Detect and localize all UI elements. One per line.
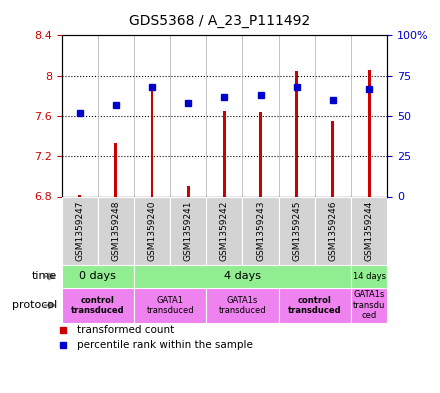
Bar — [242, 196, 279, 265]
Bar — [62, 265, 134, 288]
Text: GSM1359248: GSM1359248 — [111, 201, 121, 261]
Text: GATA1s
transdu
ced: GATA1s transdu ced — [353, 290, 385, 320]
Bar — [295, 71, 298, 196]
Text: transformed count: transformed count — [77, 325, 174, 335]
Bar — [331, 121, 334, 196]
Text: GATA1
transduced: GATA1 transduced — [147, 296, 194, 315]
Bar — [170, 196, 206, 265]
Bar — [114, 143, 117, 196]
Bar — [223, 111, 226, 196]
Bar — [351, 196, 387, 265]
Text: time: time — [32, 272, 57, 281]
Text: GSM1359240: GSM1359240 — [147, 201, 157, 261]
Bar — [134, 288, 206, 323]
Text: percentile rank within the sample: percentile rank within the sample — [77, 340, 253, 350]
Text: GSM1359243: GSM1359243 — [256, 201, 265, 261]
Text: GSM1359245: GSM1359245 — [292, 201, 301, 261]
Text: GSM1359244: GSM1359244 — [365, 201, 374, 261]
Bar — [206, 196, 242, 265]
Text: protocol: protocol — [12, 300, 57, 310]
Bar — [62, 196, 98, 265]
Text: GSM1359247: GSM1359247 — [75, 201, 84, 261]
Bar — [368, 70, 370, 196]
Bar — [279, 288, 351, 323]
Bar — [134, 196, 170, 265]
Bar — [315, 196, 351, 265]
Bar — [150, 84, 154, 196]
Text: 14 days: 14 days — [352, 272, 385, 281]
Text: GSM1359246: GSM1359246 — [328, 201, 337, 261]
Bar — [187, 186, 190, 196]
Text: GSM1359242: GSM1359242 — [220, 201, 229, 261]
Bar — [206, 288, 279, 323]
Bar — [259, 112, 262, 196]
Bar — [351, 288, 387, 323]
Text: control
transduced: control transduced — [288, 296, 341, 315]
Text: 4 days: 4 days — [224, 272, 261, 281]
Text: 0 days: 0 days — [79, 272, 116, 281]
Text: GSM1359241: GSM1359241 — [184, 201, 193, 261]
Text: GATA1s
transduced: GATA1s transduced — [219, 296, 266, 315]
Bar — [134, 265, 351, 288]
Text: GDS5368 / A_23_P111492: GDS5368 / A_23_P111492 — [129, 14, 311, 28]
Bar — [62, 288, 134, 323]
Bar — [98, 196, 134, 265]
Bar — [351, 265, 387, 288]
Text: control
transduced: control transduced — [71, 296, 125, 315]
Bar — [279, 196, 315, 265]
Bar — [78, 195, 81, 196]
